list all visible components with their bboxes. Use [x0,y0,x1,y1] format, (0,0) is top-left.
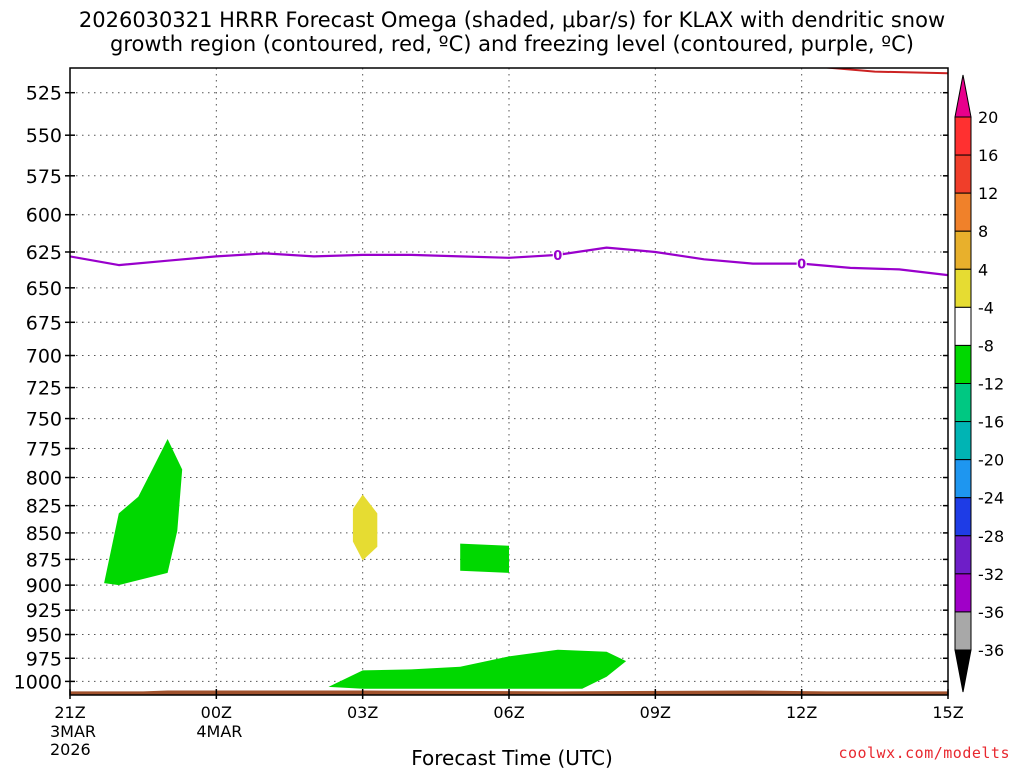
axes: 525 550 575 600 625 650 675 700 725 750 775 800 825 8… [14,67,964,759]
x-tick-label: 00Z [201,703,232,722]
colorbar-segment [954,154,972,194]
omega-region [104,439,183,586]
colorbar-segment [954,421,972,461]
x-tick-label: 21Z [54,703,85,722]
colorbar-label: -4 [978,298,994,317]
y-tick-label: 900 [26,575,62,597]
x-tick-label: 15Z [932,703,963,722]
colorbar-segment [954,116,972,156]
omega-region [328,649,627,689]
colorbar-segment [954,230,972,270]
colorbar-segment [954,306,972,346]
x-tick-sublabel: 3MAR [50,722,96,741]
y-tick-label: 800 [26,468,62,490]
colorbar-label: 16 [978,146,998,165]
y-tick-label: 700 [26,346,62,368]
colorbar-segment [954,573,972,613]
y-tick-label: 925 [26,600,62,622]
y-tick-label: 675 [26,312,62,334]
y-tick-label: 575 [26,166,62,188]
y-tick-label: 750 [26,409,62,431]
colorbar-label: -36 [978,603,1004,622]
omega-region [460,543,509,573]
x-tick-sublabel: 2026 [50,740,91,759]
y-tick-label: 775 [26,439,62,461]
colorbar-label: -8 [978,336,994,355]
colorbar-label: -36 [978,641,1004,660]
colorbar-segment [954,459,972,499]
y-tick-label: 875 [26,549,62,571]
dgz-contour-line [820,68,948,75]
colorbar-segment [954,192,972,232]
y-tick-label: 525 [26,83,62,105]
y-tick-label: 825 [26,496,62,518]
x-tick-label: 09Z [640,703,671,722]
colorbar-label: -12 [978,375,1004,394]
colorbar-segment [954,497,972,537]
colorbar: 20 16 12 8 4 -4 -8 -12 -16 -20 -24 -28 -32 -36 -36 [954,74,1004,693]
colorbar-label: 12 [978,184,998,203]
freezing-label-bg [796,255,807,272]
colorbar-top-arrow [954,74,972,118]
y-tick-label: 650 [26,278,62,300]
y-tick-label: 975 [26,648,62,670]
colorbar-bottom-arrow [954,649,972,693]
site-credit[interactable]: coolwx.com/modelts [838,744,1010,762]
freezing-level-label: 0 [797,258,806,273]
x-tick-label: 12Z [786,703,817,722]
x-tick-sublabel: 4MAR [196,722,242,741]
y-tick-label: 550 [26,125,62,147]
colorbar-label: -16 [978,413,1004,432]
freezing-label-bg [552,246,563,263]
colorbar-label: -28 [978,527,1004,546]
colorbar-label: -20 [978,451,1004,470]
x-axis-label: Forecast Time (UTC) [411,746,613,770]
y-tick-label: 1000 [14,671,62,693]
colorbar-segment [954,611,972,651]
colorbar-label: 20 [978,108,998,127]
colorbar-segment [954,535,972,575]
freezing-level-label: 0 [553,249,562,264]
colorbar-segment [954,268,972,308]
colorbar-segment [954,344,972,384]
x-tick-label: 06Z [493,703,524,722]
colorbar-segment [954,383,972,423]
y-tick-label: 600 [26,205,62,227]
colorbar-label: 4 [978,260,988,279]
colorbar-label: -24 [978,489,1004,508]
y-tick-label: 950 [26,625,62,647]
x-tick-label: 03Z [347,703,378,722]
plot-area: 00 [69,68,949,695]
colorbar-label: -32 [978,565,1004,584]
chart-title: 2026030321 HRRR Forecast Omega (shaded, … [78,8,946,56]
y-tick-label: 850 [26,523,62,545]
colorbar-label: 8 [978,222,988,241]
omega-region [352,494,378,561]
y-tick-label: 625 [26,242,62,264]
y-tick-label: 725 [26,378,62,400]
